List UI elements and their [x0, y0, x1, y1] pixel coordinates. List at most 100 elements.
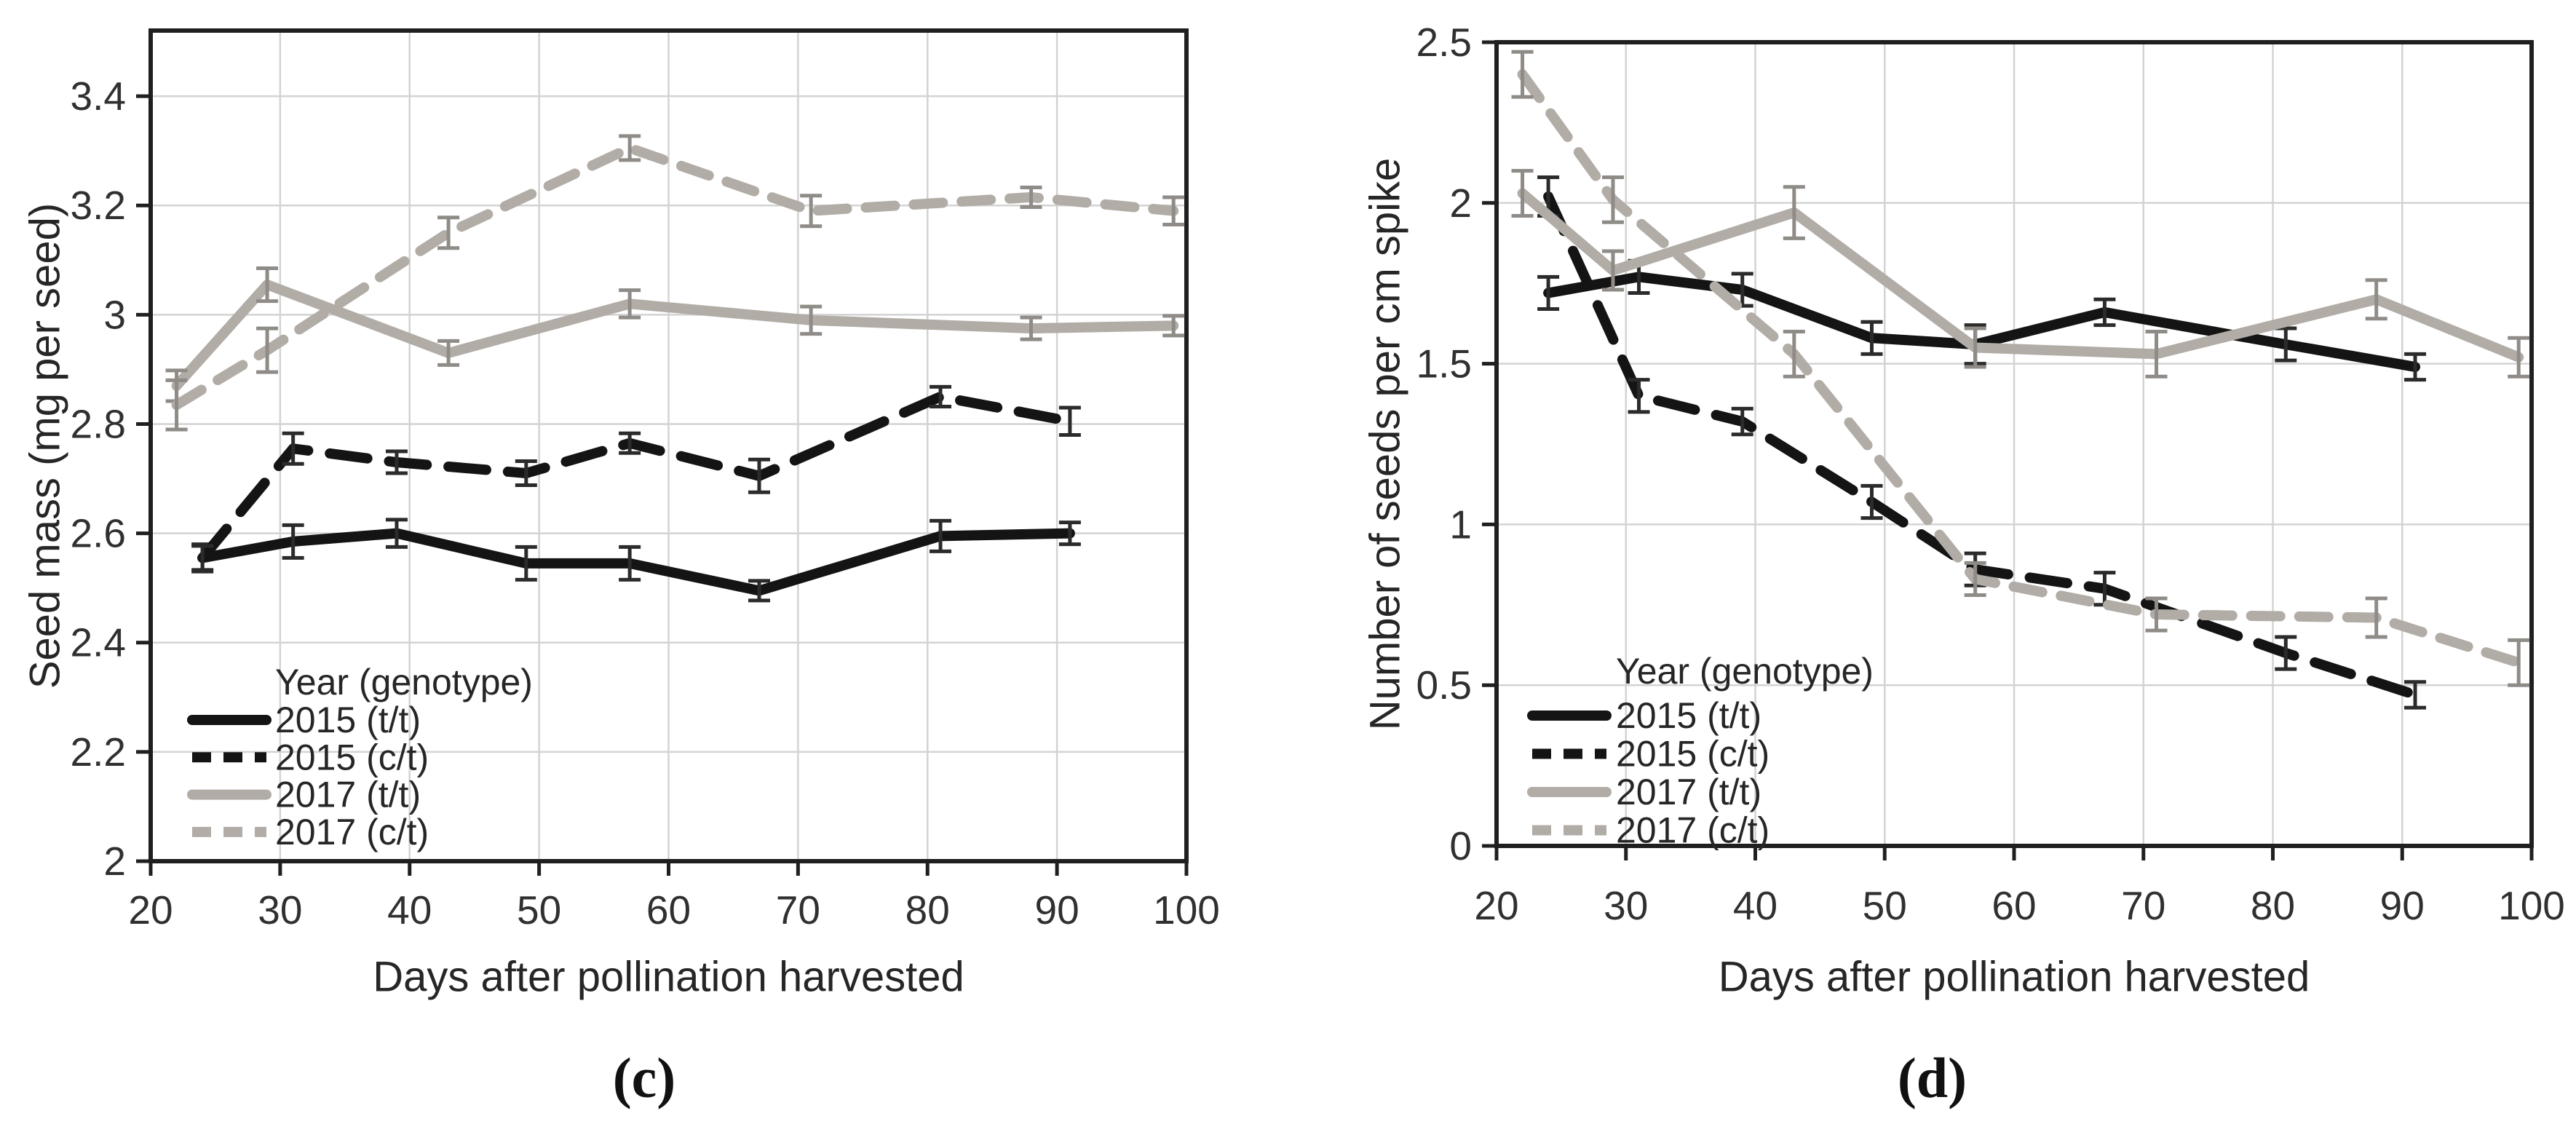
- error-bar: [619, 288, 641, 320]
- x-tick-label: 80: [2251, 883, 2295, 928]
- x-tick-label: 70: [776, 887, 820, 933]
- y-tick-label: 0.5: [1416, 662, 1472, 708]
- error-bar: [282, 431, 304, 466]
- error-bar: [385, 449, 408, 475]
- y-tick-label: 2: [1449, 181, 1472, 226]
- x-tick-label: 50: [1863, 883, 1907, 928]
- x-tick-label: 20: [128, 887, 173, 933]
- error-bar: [2145, 329, 2168, 379]
- legend: Year (genotype)2015 (t/t)2015 (c/t)2017 …: [1527, 651, 1874, 851]
- error-bar: [2508, 336, 2530, 379]
- y-axis-title: Seed mass (mg per seed): [22, 203, 69, 689]
- series-line-2015-ct: [1543, 191, 2421, 700]
- error-bar: [2093, 297, 2116, 328]
- error-bar: [1783, 329, 1805, 379]
- error-bar: [1537, 274, 1560, 312]
- x-tick-label: 40: [1733, 883, 1778, 928]
- error-bar: [1511, 50, 1534, 99]
- error-bar: [1783, 185, 1805, 240]
- error-bar: [1964, 326, 1986, 369]
- error-bar: [515, 459, 537, 488]
- error-bar: [1860, 483, 1883, 520]
- error-bar: [619, 134, 641, 162]
- error-bar: [1058, 405, 1081, 437]
- y-tick-label: 0: [1449, 823, 1472, 868]
- error-bar: [282, 523, 304, 560]
- error-bar: [930, 384, 952, 408]
- y-tick-label: 2.8: [71, 401, 126, 446]
- x-tick-label: 20: [1474, 883, 1518, 928]
- error-bar: [1964, 561, 1986, 598]
- error-bar: [437, 339, 460, 367]
- y-tick-label: 3.2: [71, 183, 126, 228]
- x-tick-label: 100: [2498, 883, 2565, 928]
- y-axis-title: Number of seeds per cm spike: [1362, 158, 1409, 731]
- error-bar: [1058, 520, 1081, 547]
- legend-title: Year (genotype): [1616, 651, 1874, 692]
- error-bar: [1628, 378, 1650, 414]
- error-bar: [256, 326, 279, 374]
- series-line-2015-tt: [1543, 272, 2421, 373]
- error-bar: [256, 266, 279, 304]
- error-bar: [930, 518, 952, 553]
- error-bar: [1860, 320, 1883, 356]
- y-tick-label: 2.6: [71, 511, 126, 556]
- error-bar: [1162, 314, 1185, 338]
- legend-label: 2015 (t/t): [1616, 695, 1761, 736]
- error-bar: [2365, 278, 2387, 321]
- figure-panel-c: 20 30 40 50 60 70 80 90 100 2 2.2 2.4 2.6 2.8 3 3.2 3.4 Y…: [22, 28, 1220, 1109]
- y-tick-label: 1.5: [1416, 341, 1472, 387]
- legend-label: 2015 (c/t): [1616, 734, 1769, 775]
- x-axis-title: Days after pollination harvested: [1719, 954, 2310, 1001]
- error-bar: [1511, 169, 1534, 218]
- x-tick-label: 70: [2121, 883, 2165, 928]
- error-bar: [437, 215, 460, 250]
- error-bar: [1020, 315, 1042, 341]
- error-bar: [619, 431, 641, 455]
- error-bar: [2365, 596, 2387, 639]
- error-bar: [515, 545, 537, 582]
- error-bar: [191, 544, 214, 572]
- error-bar: [1731, 406, 1753, 437]
- legend-label: 2015 (c/t): [275, 737, 429, 777]
- series-line-2017-tt: [171, 280, 1179, 391]
- error-bar: [2508, 638, 2530, 687]
- error-bar: [2404, 680, 2427, 710]
- error-bar: [748, 457, 771, 494]
- error-bar: [165, 378, 188, 432]
- error-bar: [2404, 352, 2427, 382]
- seed-mass-chart: 20 30 40 50 60 70 80 90 100 2 2.2 2.4 2.6 2.8 3 3.2 3.4 Y…: [22, 28, 1220, 1001]
- error-bar: [1020, 185, 1042, 209]
- series-line-2015-tt: [197, 528, 1075, 596]
- seeds-per-cm-spike-chart: 20 30 40 50 60 70 80 90 100 0 0.5 1 1.5 2 2.5 Year (gen…: [1362, 20, 2565, 1001]
- x-tick-label: 60: [646, 887, 691, 933]
- y-tick-label: 2.2: [71, 729, 126, 775]
- y-tick-label: 2.5: [1416, 20, 1472, 65]
- error-bar: [2145, 596, 2168, 633]
- x-tick-label: 40: [387, 887, 432, 933]
- x-tick-label: 30: [1604, 883, 1648, 928]
- legend: Year (genotype)2015 (t/t)2015 (c/t)2017 …: [187, 662, 533, 852]
- x-tick-label: 90: [2380, 883, 2425, 928]
- figure-panel-d: 20 30 40 50 60 70 80 90 100 0 0.5 1 1.5 2 2.5 Year (gen…: [1288, 0, 2576, 1148]
- x-tick-label: 30: [258, 887, 302, 933]
- legend-label: 2017 (c/t): [1616, 810, 1769, 851]
- series-line-2015-ct: [197, 391, 1075, 563]
- error-bar: [1601, 175, 1624, 224]
- error-bar: [800, 304, 823, 336]
- legend-label: 2015 (t/t): [275, 700, 421, 740]
- error-bar: [800, 194, 823, 229]
- y-tick-label: 3.4: [71, 74, 126, 119]
- legend-label: 2017 (t/t): [1616, 772, 1761, 812]
- error-bar: [748, 579, 771, 603]
- x-tick-label: 100: [1153, 887, 1220, 933]
- legend-label: 2017 (c/t): [275, 812, 429, 852]
- y-tick-label: 2.4: [71, 620, 126, 665]
- error-bar: [2275, 635, 2297, 671]
- error-bar: [619, 545, 641, 582]
- x-tick-label: 80: [905, 887, 950, 933]
- error-bar: [385, 518, 408, 549]
- y-tick-label: 3: [103, 292, 126, 337]
- x-tick-label: 90: [1035, 887, 1079, 933]
- panel-caption-c: (c): [612, 1046, 676, 1109]
